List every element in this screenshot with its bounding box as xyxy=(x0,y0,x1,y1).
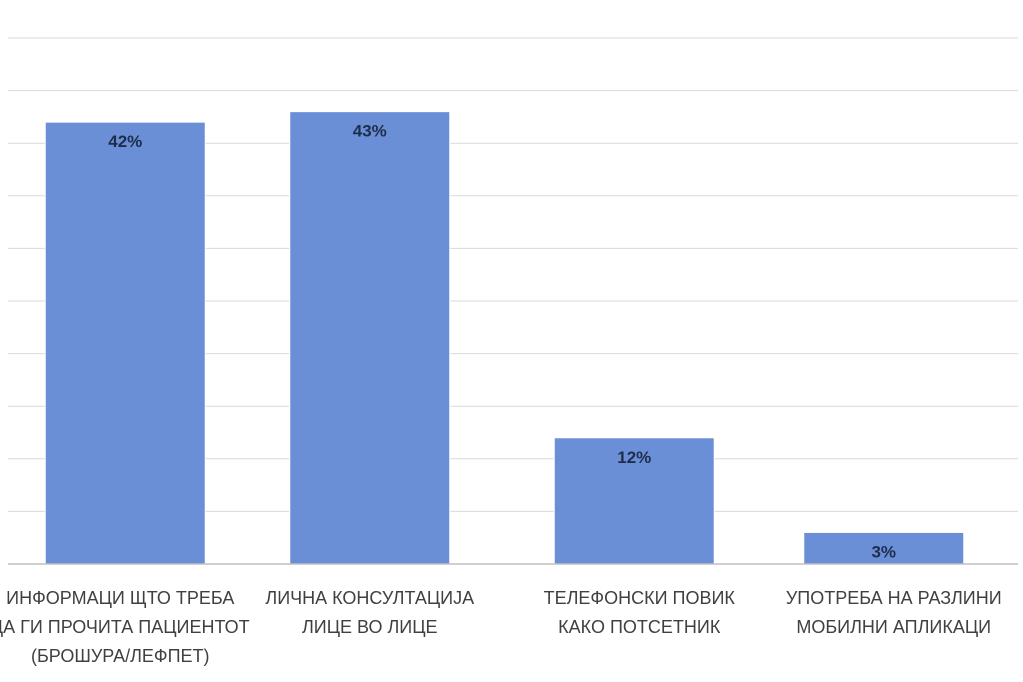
data-label-4: 3% xyxy=(871,542,896,561)
data-labels: 42% 43% 12% 3% xyxy=(108,122,896,562)
bar-3 xyxy=(553,437,715,565)
bar-1 xyxy=(44,121,206,565)
category-labels: ИНФОРМАЦИ ЩТО ТРЕБА ДА ГИ ПРОЧИТА ПАЦИЕНТ… xyxy=(0,588,1002,666)
category-label-3: ТЕЛЕФОНСКИ ПОВИК КАКО ПОТСЕТНИК xyxy=(544,588,736,637)
bar-2 xyxy=(289,111,451,565)
category-label-4: УПОТРЕБА НА РАЗЛИНИ МОБИЛНИ АПЛИКАЦИ xyxy=(786,588,1002,637)
bars xyxy=(44,111,965,565)
data-label-3: 12% xyxy=(617,448,651,467)
category-label-1: ИНФОРМАЦИ ЩТО ТРЕБА ДА ГИ ПРОЧИТА ПАЦИЕНТ… xyxy=(0,588,250,666)
bar-4 xyxy=(803,531,965,565)
data-label-2: 43% xyxy=(353,122,387,141)
category-label-2: ЛИЧНА КОНСУЛТАЦИЈА ЛИЦЕ ВО ЛИЦЕ xyxy=(265,588,474,637)
data-label-1: 42% xyxy=(108,132,142,151)
